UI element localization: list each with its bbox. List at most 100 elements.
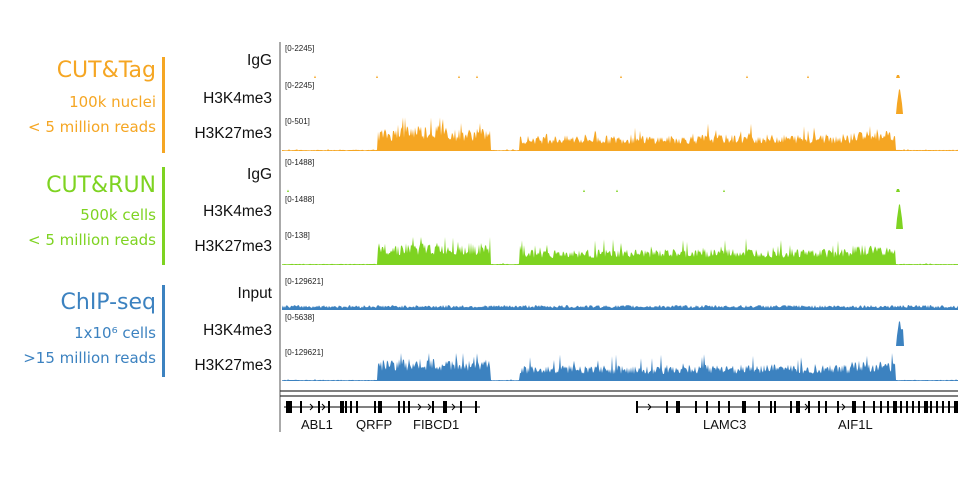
signal-area <box>282 89 958 114</box>
signal-track <box>282 204 958 229</box>
exon-mark <box>718 401 720 413</box>
exon-mark <box>460 401 462 413</box>
exon-mark <box>695 401 697 413</box>
exon-mark <box>924 401 928 413</box>
strand-arrow <box>804 403 809 411</box>
group-color-bar <box>162 57 165 153</box>
group-title: ChIP-seq <box>60 290 156 315</box>
track-range-label: [0-129621] <box>285 277 324 286</box>
strand-arrow <box>417 403 422 411</box>
exon-mark <box>948 401 950 413</box>
exon-mark <box>906 401 908 413</box>
track-range-label: [0-2245] <box>285 44 315 53</box>
exon-mark <box>818 401 820 413</box>
signal-area <box>282 204 958 229</box>
signal-track <box>282 75 958 78</box>
gene-label-qrfp: QRFP <box>356 417 393 432</box>
group-subtitle: 100k nuclei <box>69 93 156 111</box>
exon-mark <box>666 401 668 413</box>
track-label: H3K27me3 <box>194 357 272 374</box>
exon-mark <box>374 401 376 413</box>
exon-mark <box>356 401 358 413</box>
exon-mark <box>318 401 320 413</box>
signal-area <box>282 117 958 151</box>
gene-label-fibcd1: FIBCD1 <box>413 417 460 432</box>
exon-mark <box>852 401 856 413</box>
track-label: IgG <box>247 166 272 183</box>
exon-mark <box>790 401 792 413</box>
gene-label-aif1l: AIF1L <box>838 417 873 432</box>
track-range-label: [0-501] <box>285 117 310 126</box>
exon-mark <box>930 401 932 413</box>
gene-annotation-track <box>280 390 958 413</box>
exon-mark <box>825 401 827 413</box>
exon-mark <box>340 401 344 413</box>
signal-area <box>282 237 958 265</box>
track-label: IgG <box>247 52 272 69</box>
signal-track <box>282 237 958 265</box>
track-range-label: [0-5638] <box>285 313 315 322</box>
exon-mark <box>837 401 839 413</box>
track-label: H3K4me3 <box>203 322 272 339</box>
exon-mark <box>432 401 434 413</box>
strand-arrow <box>427 403 432 411</box>
exon-mark <box>742 401 746 413</box>
exon-mark <box>893 401 897 413</box>
signal-area <box>282 353 958 381</box>
signal-track <box>282 321 958 346</box>
exon-mark <box>728 401 730 413</box>
exon-mark <box>378 401 382 413</box>
exon-mark <box>796 401 800 413</box>
exon-mark <box>900 401 902 413</box>
strand-arrow <box>321 403 326 411</box>
group-subtitle: >15 million reads <box>23 349 156 367</box>
track-label: H3K27me3 <box>194 238 272 255</box>
exon-mark <box>774 401 776 413</box>
group-title: CUT&Tag <box>56 58 156 83</box>
signal-track <box>282 189 958 192</box>
track-label: H3K27me3 <box>194 125 272 142</box>
strand-arrow <box>309 403 314 411</box>
exon-mark <box>300 401 302 413</box>
gene-label-lamc3: LAMC3 <box>703 417 747 432</box>
signal-track <box>282 353 958 381</box>
exon-mark <box>936 401 938 413</box>
group-color-bar <box>162 167 165 265</box>
track-range-label: [0-138] <box>285 231 310 240</box>
exon-mark <box>398 401 400 413</box>
group-subtitle: 500k cells <box>80 206 156 224</box>
group-subtitle: < 5 million reads <box>28 118 156 136</box>
exon-mark <box>350 401 352 413</box>
signal-track <box>282 89 958 114</box>
exon-mark <box>345 401 347 413</box>
exon-mark <box>443 401 447 413</box>
signal-area <box>282 321 958 346</box>
group-subtitle: 1x10⁶ cells <box>74 324 156 342</box>
group-subtitle: < 5 million reads <box>28 231 156 249</box>
exon-mark <box>286 401 290 413</box>
group-color-bar <box>162 285 165 377</box>
exon-mark <box>403 401 405 413</box>
exon-mark <box>290 401 292 413</box>
exon-mark <box>676 401 680 413</box>
exon-mark <box>636 401 638 413</box>
exon-mark <box>758 401 760 413</box>
track-range-label: [0-2245] <box>285 81 315 90</box>
exon-mark <box>880 401 882 413</box>
signal-tracks <box>282 75 958 381</box>
strand-arrow <box>841 403 846 411</box>
exon-mark <box>863 401 865 413</box>
track-label: Input <box>237 285 272 302</box>
exon-mark <box>954 401 958 413</box>
gene-label-abl1: ABL1 <box>301 417 333 432</box>
track-label: H3K4me3 <box>203 203 272 220</box>
exon-mark <box>887 401 889 413</box>
strand-arrow <box>451 403 456 411</box>
signal-area <box>282 75 958 78</box>
track-range-label: [0-129621] <box>285 348 324 357</box>
exon-mark <box>328 401 330 413</box>
track-range-label: [0-1488] <box>285 158 315 167</box>
exon-mark <box>918 401 920 413</box>
exon-mark <box>873 401 875 413</box>
